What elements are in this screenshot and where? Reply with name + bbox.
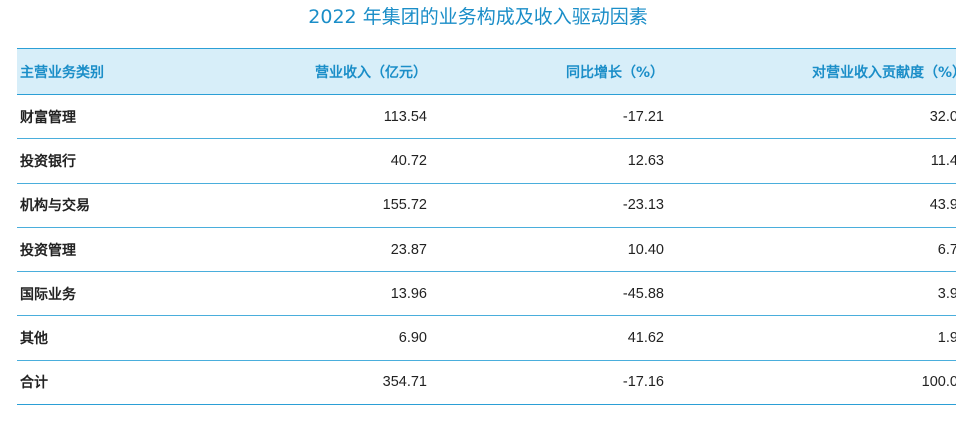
header-revenue-contribution: 对营业收入贡献度（%） bbox=[670, 48, 956, 95]
total-label: 合计 bbox=[17, 360, 196, 406]
row-category: 财富管理 bbox=[17, 94, 196, 140]
row-contribution: 11.48 bbox=[670, 138, 956, 184]
row-revenue: 13.96 bbox=[196, 271, 433, 317]
table-total-row: 合计 354.71 -17.16 100.00 bbox=[17, 360, 956, 406]
total-revenue: 354.71 bbox=[196, 360, 433, 406]
table-header-row: 主营业务类别 营业收入（亿元） 同比增长（%） 对营业收入贡献度（%） bbox=[17, 48, 956, 95]
row-category: 投资管理 bbox=[17, 227, 196, 273]
business-composition-table: 主营业务类别 营业收入（亿元） 同比增长（%） 对营业收入贡献度（%） 财富管理… bbox=[17, 48, 956, 406]
total-growth: -17.16 bbox=[433, 360, 670, 406]
row-contribution: 3.94 bbox=[670, 271, 956, 317]
row-contribution: 32.01 bbox=[670, 94, 956, 140]
total-contribution: 100.00 bbox=[670, 360, 956, 406]
row-contribution: 1.94 bbox=[670, 315, 956, 361]
row-category: 国际业务 bbox=[17, 271, 196, 317]
row-contribution: 6.73 bbox=[670, 227, 956, 273]
row-growth: 41.62 bbox=[433, 315, 670, 361]
row-category: 机构与交易 bbox=[17, 183, 196, 228]
table-row: 其他 6.90 41.62 1.94 bbox=[17, 315, 956, 361]
row-revenue: 6.90 bbox=[196, 315, 433, 361]
row-category: 投资银行 bbox=[17, 138, 196, 184]
header-yoy-growth: 同比增长（%） bbox=[433, 48, 670, 95]
table-row: 机构与交易 155.72 -23.13 43.90 bbox=[17, 183, 956, 228]
header-operating-revenue: 营业收入（亿元） bbox=[196, 48, 433, 95]
row-growth: -45.88 bbox=[433, 271, 670, 317]
row-contribution: 43.90 bbox=[670, 183, 956, 228]
row-category: 其他 bbox=[17, 315, 196, 361]
table-row: 投资管理 23.87 10.40 6.73 bbox=[17, 227, 956, 273]
header-business-category: 主营业务类别 bbox=[17, 48, 196, 95]
table-row: 投资银行 40.72 12.63 11.48 bbox=[17, 138, 956, 184]
row-revenue: 40.72 bbox=[196, 138, 433, 184]
row-growth: -17.21 bbox=[433, 94, 670, 140]
row-growth: -23.13 bbox=[433, 183, 670, 228]
row-revenue: 23.87 bbox=[196, 227, 433, 273]
row-growth: 10.40 bbox=[433, 227, 670, 273]
row-revenue: 113.54 bbox=[196, 94, 433, 140]
row-revenue: 155.72 bbox=[196, 183, 433, 228]
table-row: 财富管理 113.54 -17.21 32.01 bbox=[17, 94, 956, 140]
table-title: 2022 年集团的业务构成及收入驱动因素 bbox=[308, 6, 648, 28]
row-growth: 12.63 bbox=[433, 138, 670, 184]
table-row: 国际业务 13.96 -45.88 3.94 bbox=[17, 271, 956, 317]
